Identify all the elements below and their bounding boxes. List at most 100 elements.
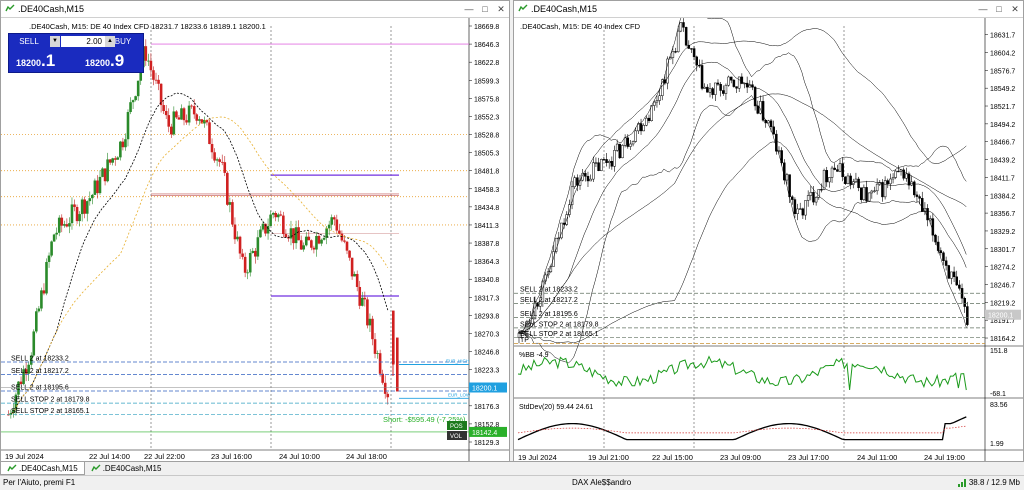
price-chart-left[interactable]: 18669.8 18646.3 18622.8 18599.3 18575.8 18552… xyxy=(1,18,509,461)
candle-body xyxy=(735,86,738,89)
candle-body xyxy=(947,265,951,279)
lot-decrease-icon[interactable]: ▼ xyxy=(50,36,60,47)
candle-body xyxy=(690,48,693,50)
candle-body xyxy=(246,272,249,274)
candle-body xyxy=(274,212,277,218)
time-label: 23 Jul 17:00 xyxy=(788,453,829,461)
stddev-line xyxy=(517,416,967,441)
order-label: SELL 2 at 18195.6 xyxy=(520,311,578,318)
candle-body xyxy=(256,237,260,257)
price-tick-label: 18528.8 xyxy=(474,133,499,140)
candle-body xyxy=(536,302,539,307)
lot-increase-icon[interactable]: ▲ xyxy=(105,36,115,47)
candle-body xyxy=(785,174,789,181)
candle-body xyxy=(152,70,155,80)
candle-body xyxy=(663,79,667,84)
candle-body xyxy=(597,162,600,171)
chart-tab-2[interactable]: .DE40Cash,M15 xyxy=(85,462,168,475)
close-icon[interactable]: ✕ xyxy=(1011,3,1019,14)
candle-body xyxy=(243,256,247,273)
candle-body xyxy=(711,88,714,95)
candle-body xyxy=(761,101,765,121)
chart-window-left[interactable]: .DE40Cash,M15 — □ ✕ 18669.8 18646.3 18622.… xyxy=(0,0,510,461)
eur-high-label: EUR_HIGH xyxy=(446,358,469,363)
candle-body xyxy=(637,123,640,132)
price-tick-label: 18646.3 xyxy=(474,42,499,49)
candle-body xyxy=(570,186,574,205)
profile-name[interactable]: DAX Ale$$andro xyxy=(572,478,632,487)
candle-body xyxy=(203,119,206,124)
maximize-icon[interactable]: □ xyxy=(482,3,488,14)
candle-body xyxy=(891,177,895,180)
connection-bars-icon xyxy=(957,478,966,487)
candle-body xyxy=(302,245,306,250)
candle-body xyxy=(378,353,382,374)
close-icon[interactable]: ✕ xyxy=(497,3,505,14)
bollinger-upper xyxy=(517,18,967,334)
candle-body xyxy=(833,167,836,170)
candle-body xyxy=(838,163,842,172)
chart-window-right[interactable]: .DE40Cash,M15 — □ ✕ 18631.7 18604.2 18576.… xyxy=(513,0,1024,461)
candle-body xyxy=(822,170,826,190)
candle-body xyxy=(828,177,831,183)
candle-body xyxy=(126,112,130,140)
price-tick-label: 18622.8 xyxy=(474,60,499,67)
chart-tab-1[interactable]: .DE40Cash,M15 xyxy=(0,462,85,475)
candle-body xyxy=(894,170,897,178)
minimize-icon[interactable]: — xyxy=(978,3,988,14)
lot-size-input[interactable]: 2.00 xyxy=(61,36,105,47)
candle-body xyxy=(812,192,815,203)
sell-button[interactable]: SELL xyxy=(19,37,39,46)
candle-body xyxy=(655,100,659,103)
bid-price[interactable]: 18200.1 xyxy=(16,51,56,70)
ask-price[interactable]: 18200.9 xyxy=(85,51,125,70)
candle-body xyxy=(836,169,839,172)
candle-body xyxy=(841,163,844,178)
candle-body xyxy=(809,192,813,196)
candle-body xyxy=(873,190,876,192)
candle-body xyxy=(950,271,953,279)
order-label: SELL STOP 2 at 18179.8 xyxy=(520,321,599,328)
price-chart-right[interactable]: 18631.7 18604.2 18576.7 18549.2 18521.7 18494… xyxy=(514,18,1023,461)
candle-body xyxy=(666,58,669,84)
candle-body xyxy=(626,137,630,147)
candle-body xyxy=(164,111,168,116)
maximize-icon[interactable]: □ xyxy=(996,3,1002,14)
candle-body xyxy=(144,46,148,61)
candle-body xyxy=(568,204,571,215)
candle-body xyxy=(615,143,619,151)
chart-tab-icon xyxy=(7,464,17,471)
candle-body xyxy=(392,310,395,365)
candle-body xyxy=(706,86,709,93)
ohlc-info-left: .DE40Cash, M15: DE 40 Index CFD 18231.7 … xyxy=(29,22,266,31)
price-tick-label: 18505.3 xyxy=(474,151,499,158)
candle-body xyxy=(75,206,79,222)
minimize-icon[interactable]: — xyxy=(464,3,474,14)
candle-body xyxy=(113,158,117,160)
price-tick-label: 18340.8 xyxy=(474,277,499,284)
candle-body xyxy=(371,318,374,340)
candle-body xyxy=(865,187,868,202)
time-label: 24 Jul 10:00 xyxy=(279,452,320,461)
window-titlebar-left[interactable]: .DE40Cash,M15 — □ ✕ xyxy=(1,1,509,18)
window-titlebar-right[interactable]: .DE40Cash,M15 — □ ✕ xyxy=(514,1,1023,18)
candle-body xyxy=(159,83,163,106)
candle-body xyxy=(42,290,46,294)
network-traffic: 38.8 / 12.9 Mb xyxy=(957,476,1020,490)
bollinger-lower xyxy=(517,95,967,364)
candle-body xyxy=(854,178,858,183)
candle-body xyxy=(769,120,773,128)
time-label: 24 Jul 19:00 xyxy=(924,453,965,461)
candle-body xyxy=(844,176,847,184)
candle-body xyxy=(80,199,84,215)
candle-body xyxy=(396,337,399,392)
candle-body xyxy=(73,204,76,207)
candle-body xyxy=(576,177,579,186)
candle-body xyxy=(745,82,749,88)
candle-body xyxy=(14,394,18,410)
buy-button[interactable]: BUY xyxy=(114,37,132,46)
vol-badge xyxy=(447,431,467,440)
price-tick-label: 18576.7 xyxy=(990,68,1015,75)
price-tick-label: 18411.7 xyxy=(990,175,1015,182)
candle-body xyxy=(814,197,818,203)
